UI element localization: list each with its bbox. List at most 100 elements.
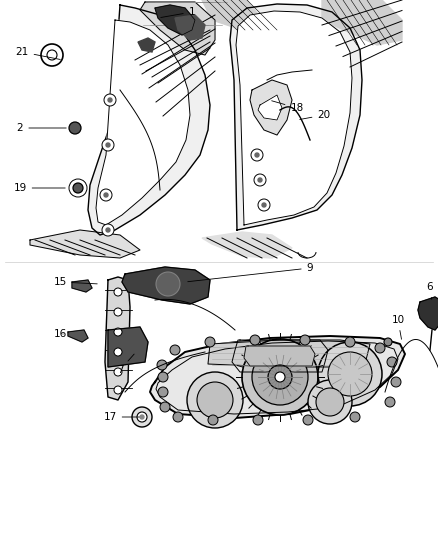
Circle shape xyxy=(140,415,144,419)
Circle shape xyxy=(102,139,114,151)
Text: 21: 21 xyxy=(15,47,60,60)
Polygon shape xyxy=(202,232,292,258)
Text: 13: 13 xyxy=(0,532,1,533)
Polygon shape xyxy=(175,15,205,40)
Circle shape xyxy=(252,349,308,405)
Circle shape xyxy=(187,372,243,428)
Circle shape xyxy=(106,228,110,232)
Circle shape xyxy=(384,338,392,346)
Circle shape xyxy=(158,387,168,397)
Text: 11: 11 xyxy=(0,532,1,533)
Text: 1: 1 xyxy=(161,7,195,18)
Circle shape xyxy=(108,98,112,102)
Circle shape xyxy=(258,178,262,182)
Circle shape xyxy=(242,339,318,415)
Circle shape xyxy=(102,224,114,236)
Text: 2: 2 xyxy=(17,123,66,133)
Circle shape xyxy=(268,365,292,389)
Circle shape xyxy=(316,388,344,416)
Polygon shape xyxy=(230,4,362,230)
Circle shape xyxy=(275,372,285,382)
Text: 20: 20 xyxy=(300,110,331,120)
Circle shape xyxy=(328,352,372,396)
Circle shape xyxy=(137,412,147,422)
Polygon shape xyxy=(322,0,402,45)
Circle shape xyxy=(158,372,168,382)
Circle shape xyxy=(114,348,122,356)
Polygon shape xyxy=(150,336,405,418)
Circle shape xyxy=(258,199,270,211)
Circle shape xyxy=(197,382,233,418)
Polygon shape xyxy=(30,230,140,258)
Circle shape xyxy=(345,337,355,347)
Circle shape xyxy=(251,149,263,161)
Polygon shape xyxy=(122,267,210,304)
Circle shape xyxy=(160,402,170,412)
Circle shape xyxy=(254,174,266,186)
Polygon shape xyxy=(72,280,92,292)
Polygon shape xyxy=(138,38,155,52)
Circle shape xyxy=(300,335,310,345)
Circle shape xyxy=(262,203,266,207)
Circle shape xyxy=(114,368,122,376)
Text: 6: 6 xyxy=(427,282,433,299)
Circle shape xyxy=(47,50,57,60)
Polygon shape xyxy=(236,11,352,225)
Polygon shape xyxy=(108,327,148,367)
Circle shape xyxy=(308,380,352,424)
Circle shape xyxy=(69,179,87,197)
Circle shape xyxy=(350,412,360,422)
Circle shape xyxy=(41,44,63,66)
Text: 4: 4 xyxy=(0,532,1,533)
Polygon shape xyxy=(208,340,370,367)
Polygon shape xyxy=(88,5,210,235)
Circle shape xyxy=(157,360,167,370)
Text: 15: 15 xyxy=(53,277,97,287)
Circle shape xyxy=(132,407,152,427)
Text: 18: 18 xyxy=(272,101,304,113)
Circle shape xyxy=(104,193,108,197)
Text: 12: 12 xyxy=(0,532,1,533)
Circle shape xyxy=(255,153,259,157)
Circle shape xyxy=(253,415,263,425)
Circle shape xyxy=(114,386,122,394)
Circle shape xyxy=(387,357,397,367)
Text: 17: 17 xyxy=(103,412,139,422)
Circle shape xyxy=(385,397,395,407)
Circle shape xyxy=(114,328,122,336)
Circle shape xyxy=(205,337,215,347)
Circle shape xyxy=(375,343,385,353)
Circle shape xyxy=(100,189,112,201)
Circle shape xyxy=(173,412,183,422)
Circle shape xyxy=(114,288,122,296)
Circle shape xyxy=(69,122,81,134)
Polygon shape xyxy=(140,2,215,55)
Polygon shape xyxy=(105,277,130,400)
Text: 8: 8 xyxy=(0,532,1,533)
Circle shape xyxy=(156,272,180,296)
Text: 10: 10 xyxy=(392,315,405,340)
Polygon shape xyxy=(418,297,438,330)
Text: 7: 7 xyxy=(117,354,134,375)
Polygon shape xyxy=(244,346,315,366)
Text: 19: 19 xyxy=(14,183,65,193)
Circle shape xyxy=(114,308,122,316)
Text: 9: 9 xyxy=(188,263,313,282)
Polygon shape xyxy=(258,95,282,120)
Polygon shape xyxy=(96,20,190,225)
Polygon shape xyxy=(202,0,262,30)
Circle shape xyxy=(391,377,401,387)
Circle shape xyxy=(73,183,83,193)
Text: 5: 5 xyxy=(0,532,1,533)
Circle shape xyxy=(208,415,218,425)
Polygon shape xyxy=(68,330,88,342)
Circle shape xyxy=(104,94,116,106)
Circle shape xyxy=(318,342,382,406)
Polygon shape xyxy=(155,5,195,35)
Text: 16: 16 xyxy=(53,329,67,339)
Circle shape xyxy=(303,415,313,425)
Text: 3: 3 xyxy=(0,532,1,533)
Circle shape xyxy=(106,143,110,147)
Circle shape xyxy=(170,345,180,355)
Polygon shape xyxy=(250,80,292,135)
